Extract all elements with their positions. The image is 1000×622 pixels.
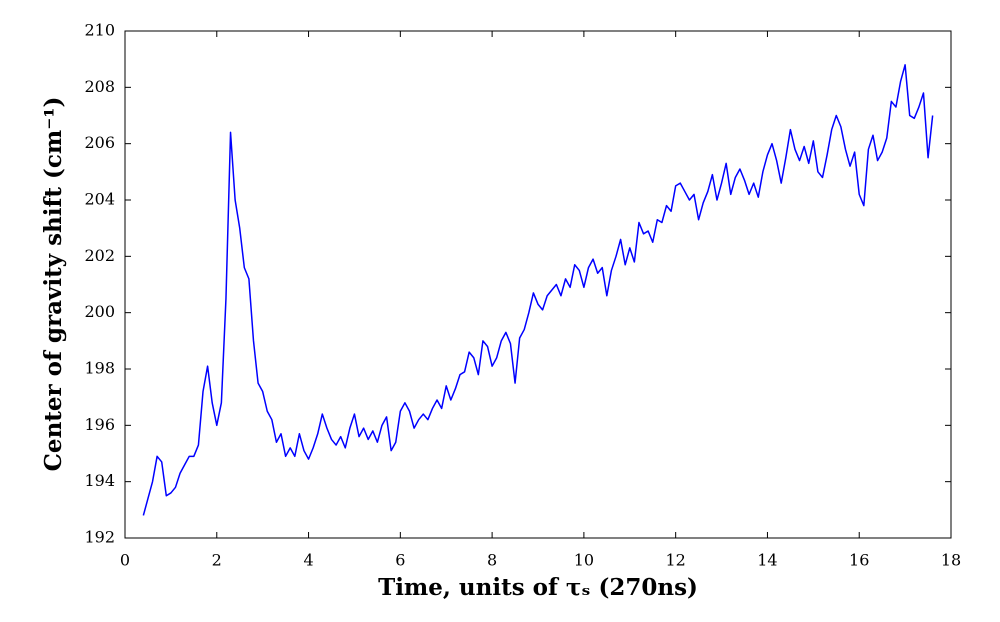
- data-line: [142, 64, 934, 516]
- y-tick-label: 204: [84, 190, 115, 209]
- y-tick-label: 194: [84, 471, 115, 490]
- x-tick-label: 18: [941, 551, 961, 570]
- y-tick-label: 202: [84, 246, 115, 265]
- plot-frame: [124, 30, 952, 539]
- x-tick-label: 6: [395, 551, 405, 570]
- x-tick-label: 16: [849, 551, 869, 570]
- y-tick-label: 208: [84, 77, 115, 96]
- y-tick-label: 210: [84, 21, 115, 40]
- y-tick-label: 196: [84, 415, 115, 434]
- x-tick-label: 8: [487, 551, 497, 570]
- y-tick-label: 192: [84, 528, 115, 547]
- x-tick-label: 4: [303, 551, 313, 570]
- x-tick-label: 10: [574, 551, 594, 570]
- x-tick-label: 12: [665, 551, 685, 570]
- y-tick-label: 200: [84, 302, 115, 321]
- y-tick-label: 206: [84, 133, 115, 152]
- x-axis-label: Time, units of τₛ (270ns): [378, 574, 698, 601]
- y-tick-label: 198: [84, 359, 115, 378]
- x-tick-label: 14: [757, 551, 777, 570]
- x-tick-label: 0: [120, 551, 130, 570]
- y-axis-label: Center of gravity shift (cm⁻¹): [40, 97, 67, 472]
- x-tick-label: 2: [212, 551, 222, 570]
